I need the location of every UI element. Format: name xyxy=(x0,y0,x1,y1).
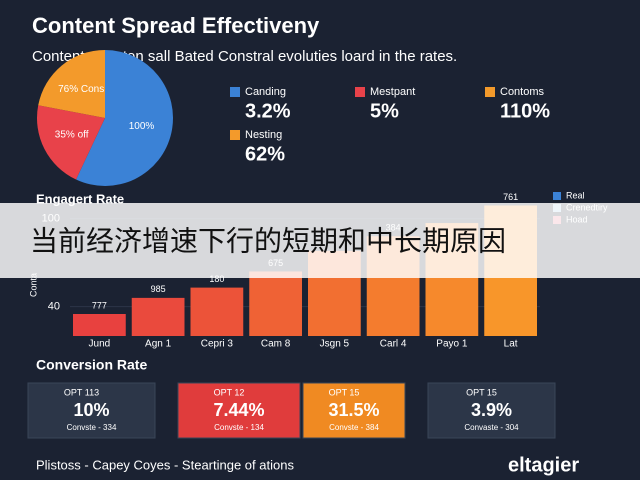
stat-label: Canding xyxy=(245,86,286,98)
card xyxy=(302,382,406,439)
stat-label: Nesting xyxy=(245,129,282,141)
pie-label: 100% xyxy=(129,121,155,132)
stat-label: Mestpant xyxy=(370,86,415,98)
card-note: Convste - 134 xyxy=(214,423,264,432)
bar xyxy=(249,271,302,336)
card-value: 31.5% xyxy=(328,400,379,420)
card xyxy=(27,382,156,439)
stat-value: 3.2% xyxy=(245,100,291,122)
stat-swatch xyxy=(230,130,240,140)
card-value: 10% xyxy=(73,400,109,420)
bar-label: 985 xyxy=(151,284,166,294)
x-tick-label: Jund xyxy=(89,339,111,350)
bar-label: 777 xyxy=(92,300,107,310)
card-tag: OPT 15 xyxy=(329,387,360,397)
footer-text: Plistoss - Capey Coyes - Steartinge of a… xyxy=(36,457,294,472)
pie-slice xyxy=(37,105,106,180)
stat-value: 110% xyxy=(500,100,550,122)
bar-label: 761 xyxy=(503,192,518,202)
pie-slice xyxy=(38,50,105,118)
x-tick-label: Cam 8 xyxy=(261,339,291,350)
x-tick-label: Lat xyxy=(504,339,518,350)
pie-label: 76% Cons xyxy=(58,84,104,95)
stat-label: Contoms xyxy=(500,86,545,98)
axis-label: Conta xyxy=(28,273,38,297)
card-note: Convaste - 304 xyxy=(464,423,519,432)
y-tick-label: 40 xyxy=(48,301,60,313)
section-title: Engagert Rate xyxy=(36,191,124,206)
pie-label: 35% off xyxy=(55,130,89,141)
x-tick-label: Payo 1 xyxy=(436,339,468,350)
logo: eltagier xyxy=(508,454,579,476)
section-title: Conversion Rate xyxy=(36,357,147,373)
legend-swatch xyxy=(553,192,561,200)
card-note: Convste - 384 xyxy=(329,423,379,432)
card xyxy=(427,382,556,439)
stat-value: 62% xyxy=(245,143,285,165)
card-tag: OPT 15 xyxy=(466,387,497,397)
stat-value: 5% xyxy=(370,100,399,122)
banner xyxy=(0,203,640,278)
pie-slice xyxy=(76,50,173,186)
card-value: 7.44% xyxy=(213,400,264,420)
stat-swatch xyxy=(485,87,495,97)
card-tag: OPT 12 xyxy=(214,387,245,397)
x-tick-label: Carl 4 xyxy=(380,339,407,350)
card-note: Convste - 334 xyxy=(67,423,117,432)
stat-swatch xyxy=(355,87,365,97)
card-tag: OPT 113 xyxy=(64,387,99,397)
stat-swatch xyxy=(230,87,240,97)
card xyxy=(177,382,301,439)
x-tick-label: Jsgn 5 xyxy=(320,339,350,350)
banner-text: 当前经济增速下行的短期和中长期原因 xyxy=(30,225,506,256)
card-value: 3.9% xyxy=(471,400,512,420)
legend-label: Real xyxy=(566,190,585,200)
bar xyxy=(190,287,244,336)
x-tick-label: Agn 1 xyxy=(145,339,172,350)
title: Content Spread Effectiveny xyxy=(32,13,320,38)
bar xyxy=(131,297,185,336)
bar xyxy=(73,314,126,336)
bar-label: 180 xyxy=(209,274,224,284)
x-tick-label: Cepri 3 xyxy=(201,339,234,350)
